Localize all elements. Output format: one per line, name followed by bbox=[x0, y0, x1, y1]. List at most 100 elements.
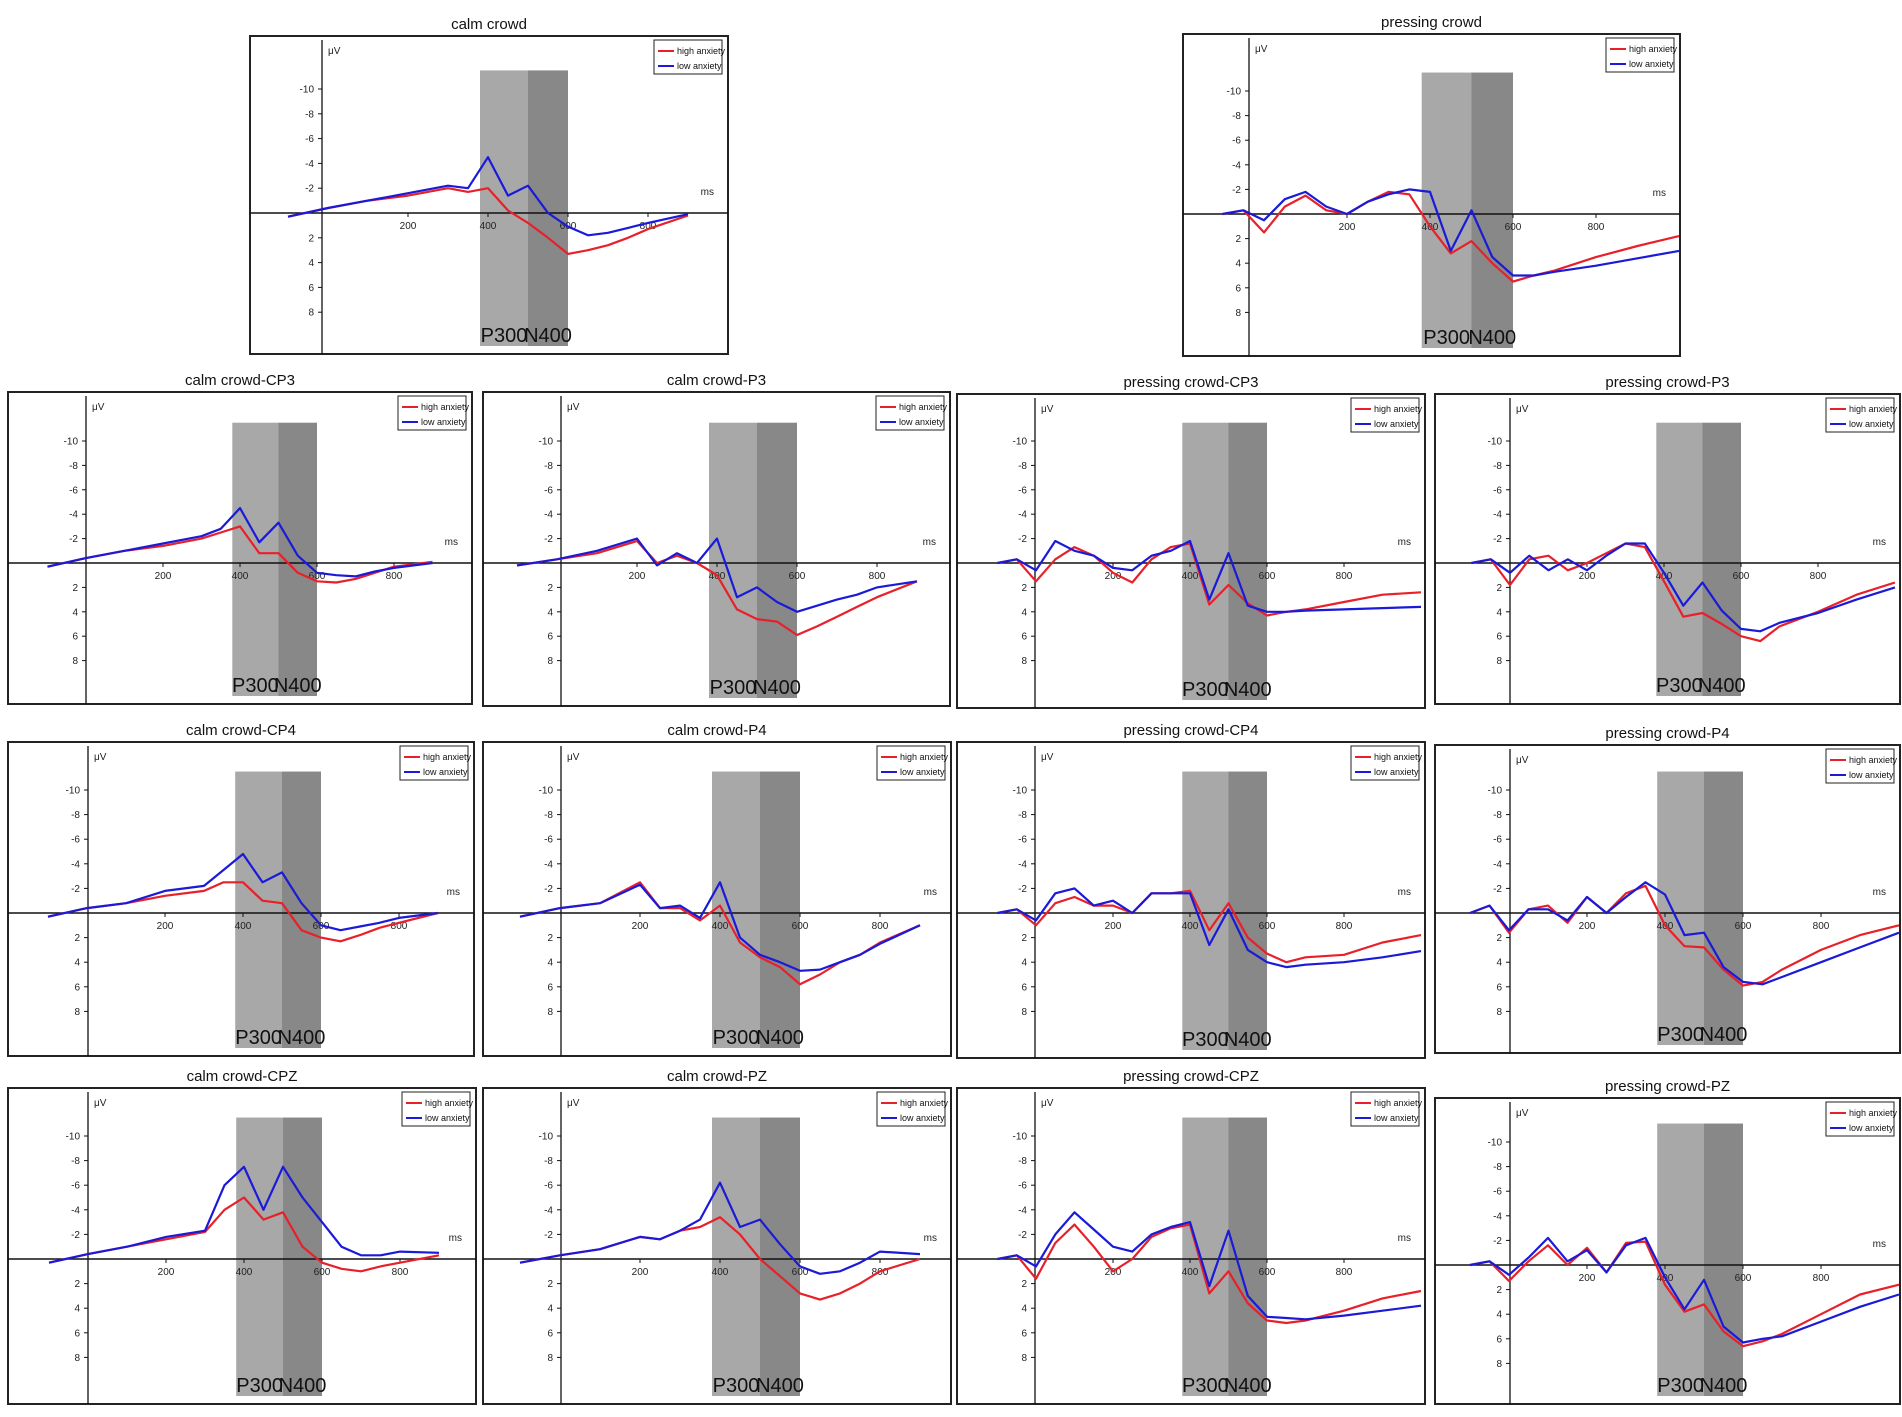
legend-label: high anxiety bbox=[1849, 1108, 1898, 1118]
y-tick-label: -8 bbox=[544, 461, 553, 472]
p300-label: P300 bbox=[1182, 1029, 1229, 1051]
x-tick-label: 400 bbox=[1182, 921, 1199, 932]
panel-title: pressing crowd bbox=[1381, 14, 1482, 31]
legend-label: high anxiety bbox=[1374, 404, 1423, 414]
p300-label: P300 bbox=[1656, 675, 1703, 697]
n400-window bbox=[528, 70, 568, 347]
p300-window bbox=[1421, 72, 1472, 349]
y-tick-label: -6 bbox=[1493, 1187, 1502, 1198]
y-tick-label: 8 bbox=[1496, 1359, 1502, 1370]
high-anxiety-line bbox=[47, 881, 439, 943]
x-tick-label: 400 bbox=[480, 221, 497, 232]
low-anxiety-line bbox=[48, 1165, 440, 1264]
y-tick-label: 2 bbox=[1496, 933, 1502, 944]
legend-label: low anxiety bbox=[1629, 59, 1674, 69]
x-tick-label: 400 bbox=[1182, 1267, 1199, 1278]
x-tick-label: 200 bbox=[1339, 222, 1356, 233]
y-tick-label: 6 bbox=[547, 632, 553, 643]
y-unit-label: μV bbox=[92, 402, 105, 413]
y-tick-label: 4 bbox=[308, 258, 314, 269]
legend-label: low anxiety bbox=[1374, 1113, 1419, 1123]
y-tick-label: 2 bbox=[547, 1279, 553, 1290]
x-tick-label: 800 bbox=[1588, 222, 1605, 233]
y-tick-label: 4 bbox=[1021, 1304, 1027, 1315]
y-tick-label: -10 bbox=[1227, 87, 1242, 98]
x-tick-label: 600 bbox=[1259, 921, 1276, 932]
panel-title: calm crowd bbox=[451, 16, 527, 33]
legend-box bbox=[653, 39, 723, 75]
n400-window bbox=[1228, 422, 1267, 700]
y-tick-label: -6 bbox=[544, 1181, 553, 1192]
y-tick-label: -8 bbox=[69, 461, 78, 472]
x-tick-label: 800 bbox=[392, 1267, 409, 1278]
y-tick-label: 8 bbox=[547, 656, 553, 667]
y-tick-label: 2 bbox=[74, 933, 80, 944]
y-tick-label: 4 bbox=[1496, 607, 1502, 618]
y-tick-label: -10 bbox=[539, 786, 554, 797]
panel-title: pressing crowd-P4 bbox=[1605, 725, 1729, 742]
p300-label: P300 bbox=[1182, 679, 1229, 701]
legend-label: low anxiety bbox=[1374, 767, 1419, 777]
y-tick-label: -2 bbox=[1493, 884, 1502, 895]
y-tick-label: 6 bbox=[1496, 632, 1502, 643]
y-unit-label: μV bbox=[567, 1098, 580, 1109]
x-tick-label: 400 bbox=[1656, 571, 1673, 582]
panel-title: calm crowd-CP4 bbox=[186, 722, 296, 739]
p300-label: P300 bbox=[1423, 327, 1470, 349]
p300-label: P300 bbox=[1657, 1024, 1704, 1046]
y-tick-label: 2 bbox=[72, 583, 78, 594]
legend-label: low anxiety bbox=[899, 417, 944, 427]
y-tick-label: -6 bbox=[1018, 835, 1027, 846]
y-tick-label: -2 bbox=[544, 884, 553, 895]
legend-label: high anxiety bbox=[1374, 752, 1423, 762]
p300-window bbox=[232, 422, 279, 696]
y-tick-label: 6 bbox=[74, 1328, 80, 1339]
low-anxiety-line bbox=[1222, 188, 1680, 277]
y-tick-label: 4 bbox=[1235, 259, 1241, 270]
x-tick-label: 200 bbox=[1105, 921, 1122, 932]
legend-label: high anxiety bbox=[900, 752, 949, 762]
y-tick-label: -6 bbox=[1493, 835, 1502, 846]
y-tick-label: 6 bbox=[1496, 982, 1502, 993]
x-tick-label: 200 bbox=[158, 1267, 175, 1278]
y-tick-label: 8 bbox=[72, 656, 78, 667]
x-tick-label: 200 bbox=[1579, 1273, 1596, 1284]
x-tick-label: 400 bbox=[712, 921, 729, 932]
y-tick-label: 6 bbox=[1021, 1328, 1027, 1339]
x-tick-label: 800 bbox=[1336, 571, 1353, 582]
y-tick-label: 2 bbox=[547, 583, 553, 594]
legend-box bbox=[875, 395, 945, 431]
panel-title: pressing crowd-CP3 bbox=[1123, 374, 1258, 391]
low-anxiety-line bbox=[47, 852, 439, 932]
panel-title: calm crowd-CP3 bbox=[185, 372, 295, 389]
p300-label: P300 bbox=[1657, 1375, 1704, 1397]
y-tick-label: 4 bbox=[72, 607, 78, 618]
legend-box bbox=[399, 745, 469, 781]
high-anxiety-line bbox=[1469, 1240, 1900, 1348]
y-tick-label: -10 bbox=[1488, 786, 1503, 797]
legend-box bbox=[401, 1091, 471, 1127]
y-tick-label: -8 bbox=[1018, 810, 1027, 821]
y-tick-label: 6 bbox=[547, 1328, 553, 1339]
y-tick-label: 8 bbox=[74, 1007, 80, 1018]
y-tick-label: 8 bbox=[1235, 308, 1241, 319]
y-unit-label: μV bbox=[1516, 1108, 1529, 1119]
y-tick-label: 8 bbox=[1496, 656, 1502, 667]
x-unit-label: ms bbox=[1873, 887, 1886, 898]
panel-title: calm crowd-PZ bbox=[667, 1068, 767, 1085]
y-tick-label: 8 bbox=[1021, 656, 1027, 667]
y-tick-label: -6 bbox=[544, 835, 553, 846]
legend-box bbox=[1350, 397, 1420, 433]
y-tick-label: -4 bbox=[544, 859, 553, 870]
y-tick-label: -10 bbox=[539, 1132, 554, 1143]
y-tick-label: -2 bbox=[71, 884, 80, 895]
x-tick-label: 200 bbox=[400, 221, 417, 232]
low-anxiety-line bbox=[47, 507, 433, 578]
y-unit-label: μV bbox=[1041, 752, 1054, 763]
